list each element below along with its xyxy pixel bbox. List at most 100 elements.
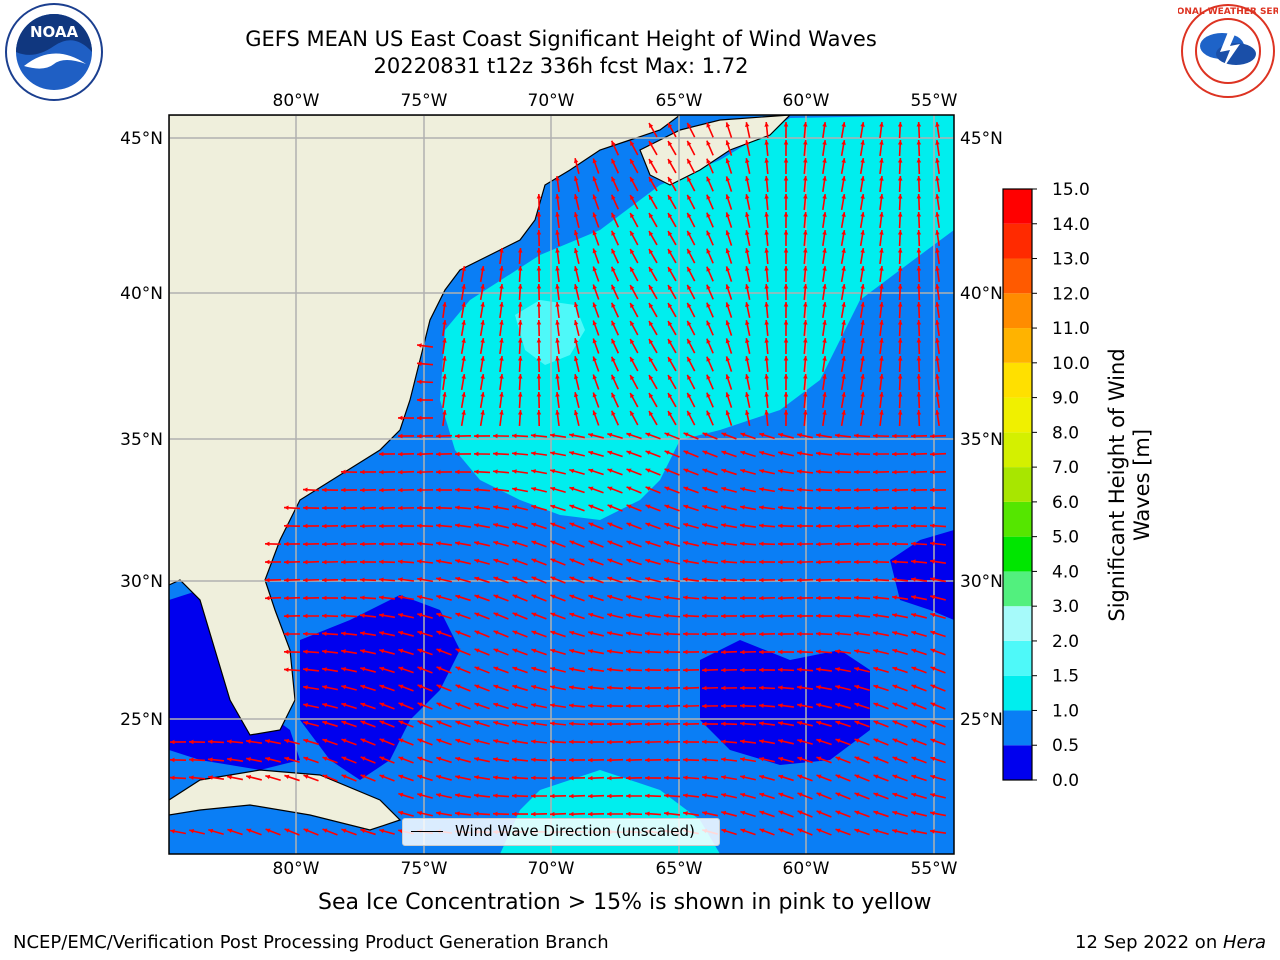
- wave-direction-arrowhead: [764, 266, 769, 271]
- wave-direction-arrowhead: [493, 469, 498, 474]
- wave-direction-arrowhead: [417, 523, 422, 529]
- lat-tick-right: 40°N: [960, 284, 1003, 304]
- wave-direction-arrowhead: [512, 630, 518, 635]
- wave-direction-arrowhead: [499, 320, 504, 325]
- wave-direction-arrowhead: [911, 756, 917, 761]
- wave-direction-arrowhead: [860, 338, 865, 343]
- wave-direction-arrowhead: [835, 559, 840, 565]
- wave-direction-arrowhead: [725, 392, 731, 398]
- wave-direction-arrowhead: [322, 702, 328, 708]
- wave-direction-arrowhead: [588, 522, 594, 527]
- wave-direction-arrowhead: [778, 703, 783, 708]
- wave-direction-arrowhead: [455, 558, 461, 564]
- wave-direction-arrowhead: [759, 613, 764, 619]
- wave-direction-arrowhead: [555, 212, 560, 217]
- wave-direction-arrowhead: [778, 828, 784, 833]
- wave-direction-arrowhead: [569, 522, 575, 527]
- wave-direction-arrowhead: [442, 338, 447, 343]
- wave-direction-arrowhead: [835, 595, 840, 601]
- wave-direction-arrowhead: [645, 595, 650, 600]
- wave-direction-arrowhead: [930, 523, 935, 529]
- colorbar-swatch: [1003, 258, 1032, 294]
- wave-direction-arrowhead: [322, 631, 327, 637]
- wave-direction-arrowhead: [816, 685, 821, 690]
- wave-direction-arrowhead: [745, 176, 750, 182]
- wave-direction-arrowhead: [531, 684, 537, 690]
- wave-direction-arrowhead: [835, 702, 841, 708]
- wave-direction-arrowhead: [398, 415, 403, 421]
- wave-direction-arrowhead: [588, 667, 593, 672]
- wave-direction-arrowhead: [436, 774, 442, 780]
- colorbar-swatch: [1003, 536, 1032, 572]
- wave-direction-arrowhead: [860, 212, 865, 217]
- wave-direction-arrowhead: [816, 738, 822, 744]
- wave-direction-arrowhead: [822, 212, 827, 217]
- wave-direction-arrowhead: [797, 774, 803, 779]
- wave-direction-arrowhead: [702, 649, 707, 655]
- wave-direction-arrowhead: [607, 721, 612, 727]
- wave-direction-arrowhead: [645, 504, 651, 509]
- colorbar-swatch: [1003, 293, 1032, 329]
- wave-direction-arrowhead: [398, 829, 404, 834]
- wave-direction-arrowhead: [626, 811, 631, 817]
- wave-direction-arrowhead: [379, 469, 384, 475]
- wave-direction-arrowhead: [664, 522, 670, 528]
- wave-direction-arrowhead: [897, 356, 903, 361]
- wave-direction-arrowhead: [499, 392, 504, 397]
- wave-direction-arrowhead: [550, 811, 555, 817]
- wave-direction-arrowhead: [854, 666, 860, 672]
- wave-direction-arrowhead: [778, 631, 783, 637]
- wave-direction-arrowhead: [341, 684, 347, 690]
- wave-direction-arrowhead: [841, 266, 846, 271]
- wave-direction-arrowhead: [265, 828, 271, 833]
- wave-direction-arrowhead: [702, 577, 707, 582]
- wave-direction-arrowhead: [227, 757, 232, 762]
- wave-direction-arrowhead: [683, 757, 688, 763]
- wave-direction-arrowhead: [687, 158, 692, 164]
- wave-direction-arrowhead: [683, 667, 688, 673]
- wave-direction-arrowhead: [208, 757, 213, 762]
- wave-direction-arrowhead: [649, 123, 654, 129]
- wave-direction-arrowhead: [436, 756, 442, 762]
- wave-direction-arrowhead: [854, 756, 860, 761]
- wave-direction-arrowhead: [916, 374, 922, 379]
- wave-direction-arrowhead: [759, 703, 764, 708]
- wave-direction-arrowhead: [626, 757, 631, 763]
- wave-direction-arrowhead: [607, 649, 612, 654]
- wave-direction-arrowhead: [911, 684, 917, 689]
- colorbar-swatch: [1003, 328, 1032, 363]
- wave-direction-arrowhead: [493, 594, 499, 599]
- wave-direction-arrowhead: [816, 828, 822, 833]
- wave-direction-arrowhead: [683, 685, 688, 691]
- wave-direction-arrowhead: [341, 523, 346, 529]
- wave-direction-arrowhead: [783, 320, 789, 325]
- lat-tick-left: 35°N: [120, 430, 163, 450]
- wave-direction-arrowhead: [455, 720, 461, 725]
- wave-direction-arrowhead: [303, 703, 308, 708]
- wave-direction-arrowhead: [803, 212, 808, 217]
- wave-direction-arrowhead: [668, 321, 673, 327]
- wave-direction-arrowhead: [721, 649, 726, 655]
- wave-direction-arrowhead: [725, 122, 731, 128]
- wave-direction-arrowhead: [892, 559, 897, 565]
- wave-direction-arrowhead: [897, 176, 903, 181]
- wave-direction-arrowhead: [841, 194, 846, 199]
- wave-direction-arrowhead: [664, 577, 669, 582]
- wave-direction-arrowhead: [569, 576, 575, 581]
- wave-direction-arrowhead: [854, 595, 859, 601]
- lat-tick-right: 35°N: [960, 430, 1003, 450]
- wave-direction-arrowhead: [630, 374, 635, 380]
- wave-direction-arrowhead: [436, 577, 442, 582]
- wave-direction-arrowhead: [803, 158, 808, 163]
- wave-direction-arrowhead: [573, 158, 579, 164]
- wave-direction-arrowhead: [745, 302, 750, 308]
- wave-direction-arrowhead: [303, 505, 308, 511]
- wave-direction-arrowhead: [645, 576, 651, 582]
- wave-direction-arrowhead: [573, 320, 579, 326]
- wave-direction-arrowhead: [935, 158, 940, 163]
- wave-direction-arrowhead: [645, 775, 650, 781]
- wave-direction-arrowhead: [803, 320, 808, 325]
- wave-direction-arrowhead: [916, 410, 922, 415]
- wave-direction-arrowhead: [189, 757, 194, 763]
- wave-direction-arrowhead: [341, 774, 347, 779]
